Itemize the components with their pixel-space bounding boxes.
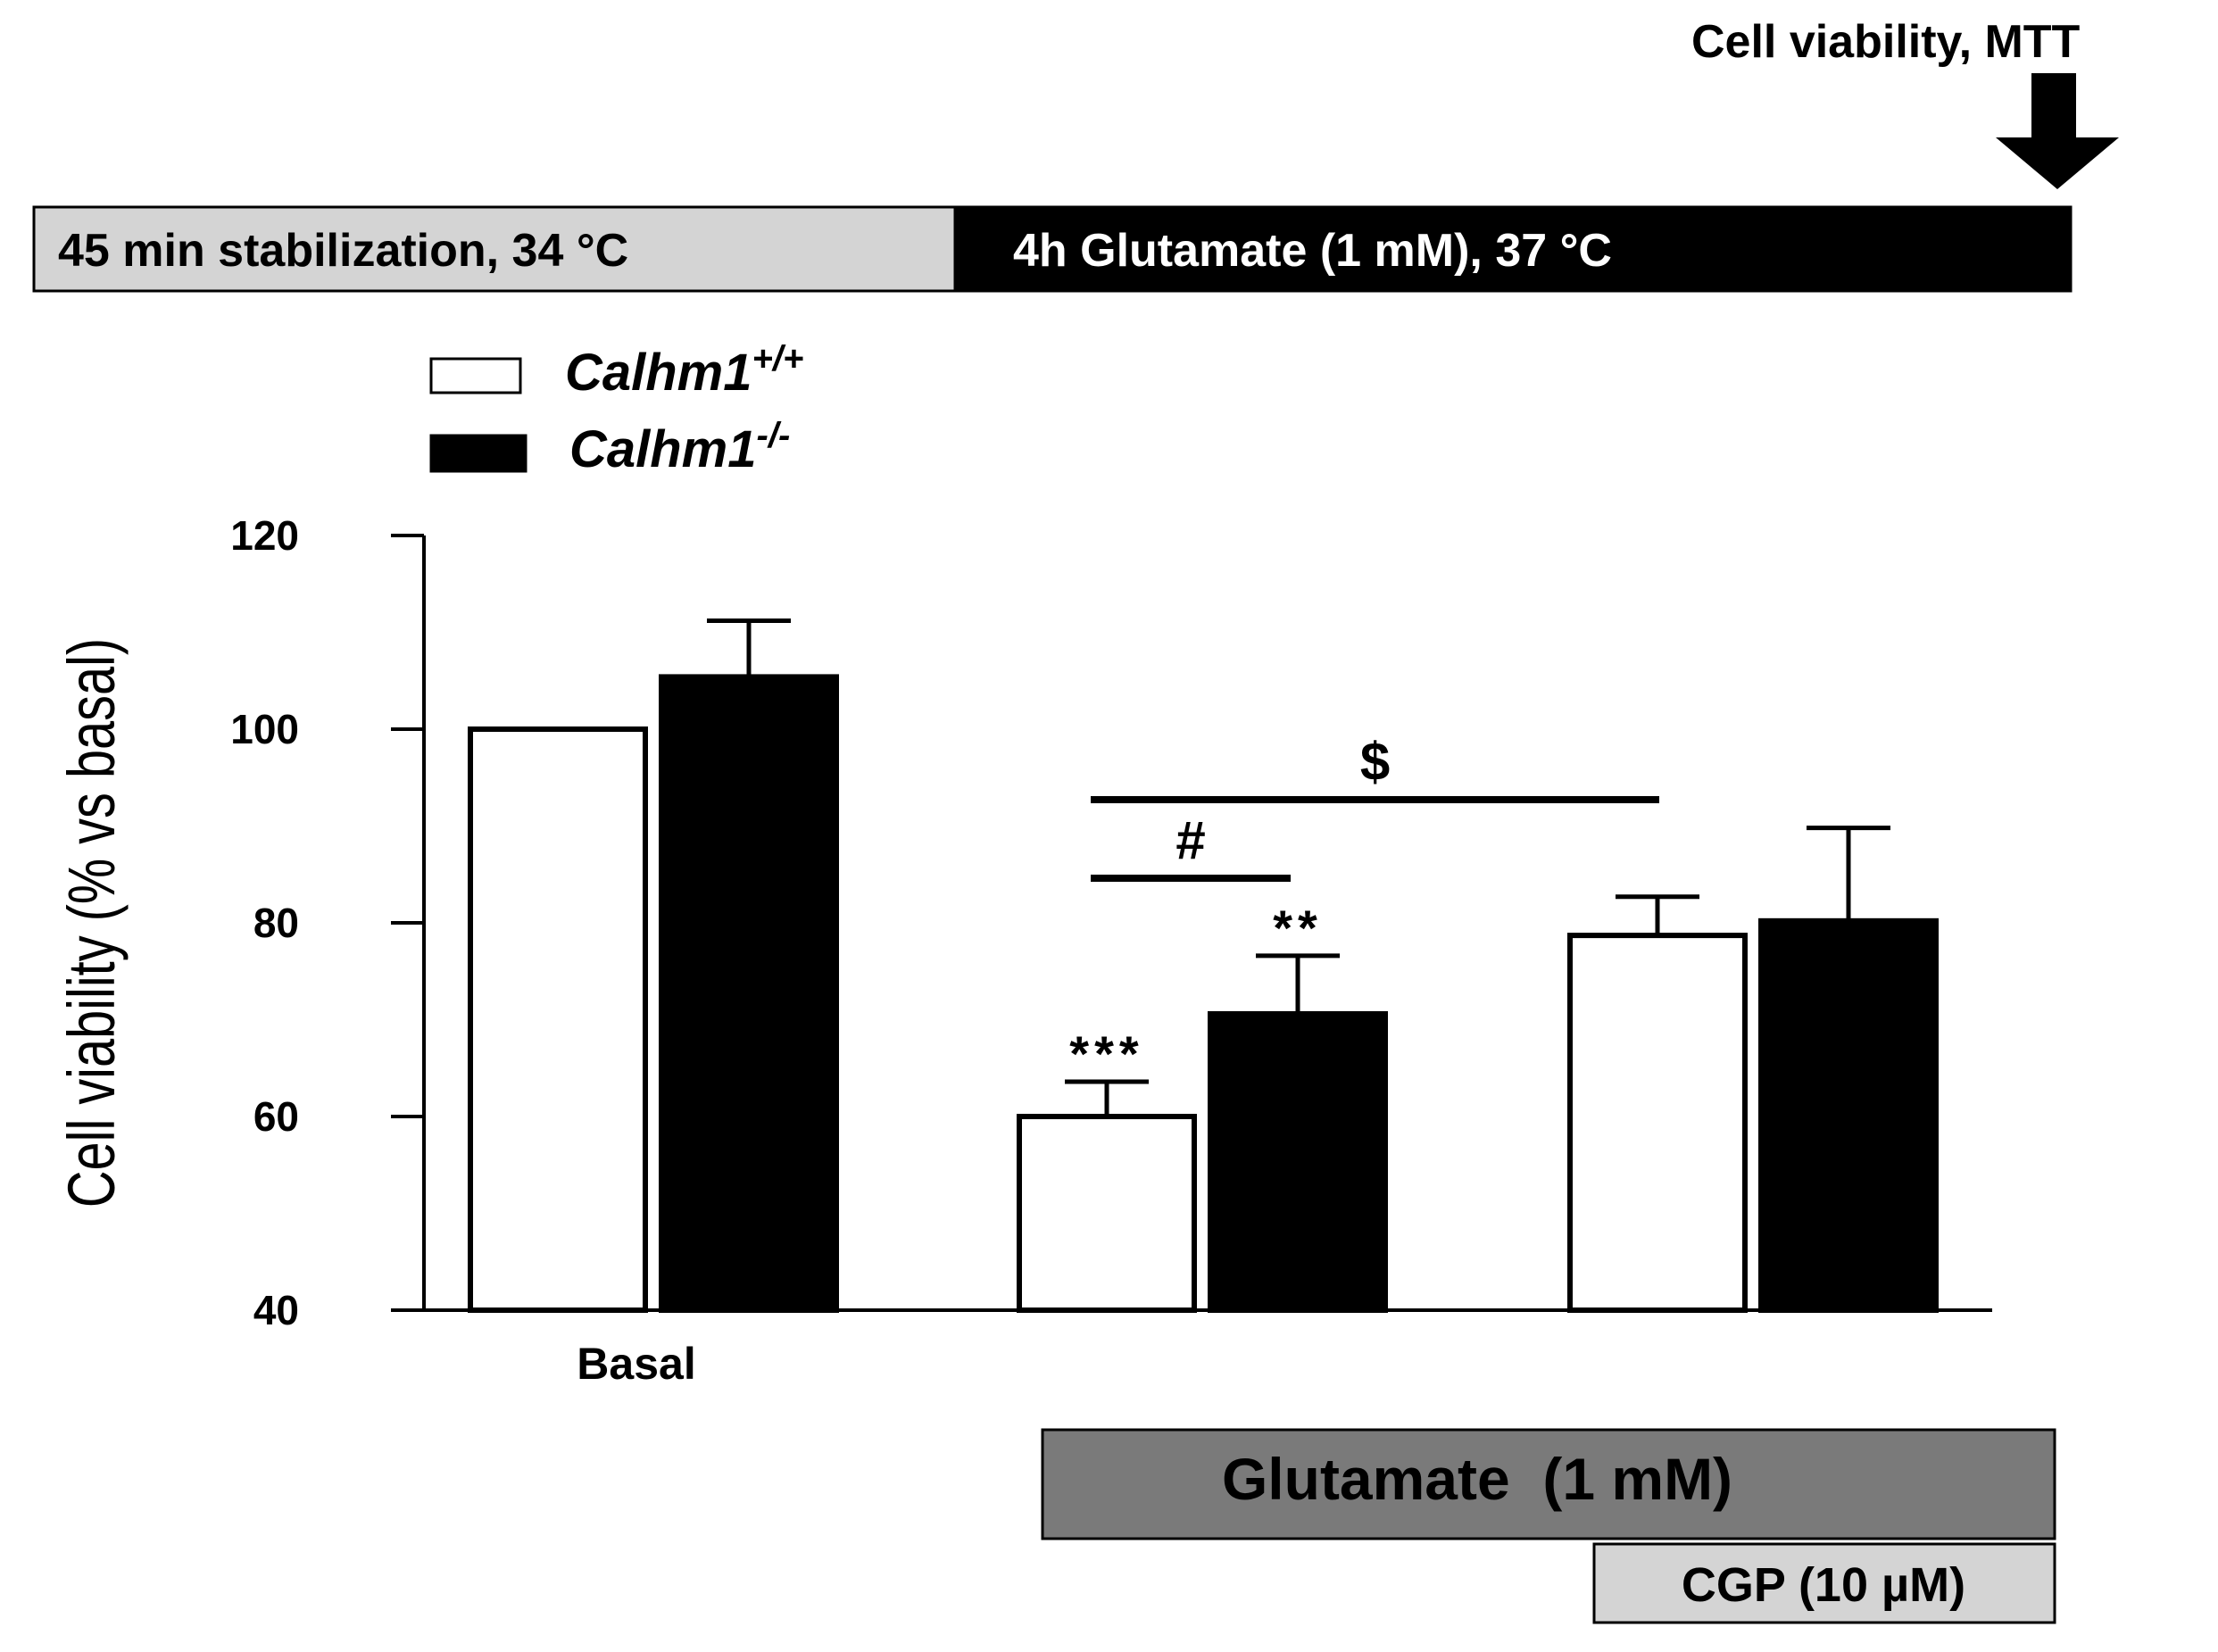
y-tick-label-100: 100 — [230, 706, 299, 752]
annotations: *****#$ — [1069, 732, 1659, 1082]
significance-stars-0: *** — [1069, 1025, 1143, 1082]
comparison-symbol-1: $ — [1360, 732, 1390, 792]
y-ticks: 40 60 80 100 120 — [230, 512, 424, 1333]
y-tick-label-40: 40 — [253, 1287, 299, 1333]
y-tick-label-120: 120 — [230, 512, 299, 559]
legend-swatch-knockout — [429, 434, 528, 473]
bar-wildtype-1 — [1017, 1114, 1197, 1313]
glutamate-incubation-bar — [953, 205, 2073, 293]
bar-wildtype-2 — [1567, 933, 1748, 1313]
legend-name-wildtype: Calhm1 — [565, 344, 752, 402]
category-label-basal: Basal — [577, 1339, 695, 1389]
legend: Calhm1+/+ Calhm1-/- — [429, 339, 803, 478]
significance-stars-1: ** — [1273, 900, 1323, 956]
comparison-symbol-0: # — [1175, 810, 1205, 870]
bar-wildtype-0 — [468, 726, 648, 1313]
cgp-treatment-label: CGP (10 µM) — [1682, 1558, 1965, 1612]
bar-knockout-2 — [1758, 917, 1939, 1313]
glutamate-incubation-label: 4h Glutamate (1 mM), 37 °C — [1013, 225, 1612, 277]
stabilization-label: 45 min stabilization, 34 °C — [58, 225, 628, 277]
legend-sup-wildtype: +/+ — [752, 339, 804, 378]
treatment-bars: Glutamate (1 mM) CGP (10 µM) — [1041, 1428, 2056, 1624]
stabilization-bar — [32, 205, 957, 293]
glutamate-treatment-label: Glutamate (1 mM) — [1222, 1446, 1732, 1512]
legend-sup-knockout: -/- — [757, 416, 791, 455]
y-tick-label-80: 80 — [253, 900, 299, 946]
legend-label-wildtype: Calhm1+/+ — [565, 339, 803, 402]
legend-name-knockout: Calhm1 — [569, 420, 757, 478]
y-axis-label: Cell viability (% vs basal) — [55, 638, 129, 1208]
y-tick-label-60: 60 — [253, 1093, 299, 1140]
legend-label-knockout: Calhm1-/- — [569, 416, 790, 478]
protocol-timeline: 45 min stabilization, 34 °C 4h Glutamate… — [32, 16, 2119, 293]
glutamate-treatment-bar — [1041, 1428, 2056, 1540]
legend-swatch-wildtype — [429, 357, 522, 394]
cgp-treatment-bar — [1592, 1542, 2056, 1624]
bars — [468, 618, 1939, 1313]
down-arrow-icon — [1996, 73, 2119, 189]
bar-knockout-0 — [659, 674, 839, 1313]
bar-knockout-1 — [1208, 1010, 1388, 1313]
readout-label: Cell viability, MTT — [1691, 16, 2081, 68]
